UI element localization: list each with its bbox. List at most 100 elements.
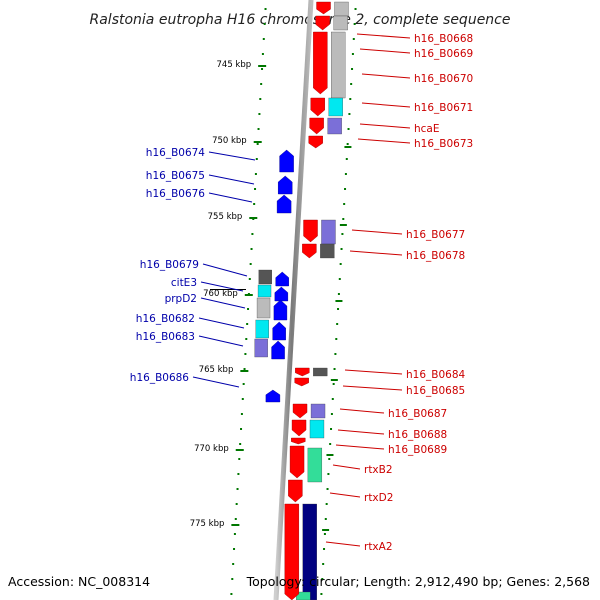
label-leader-line — [200, 281, 244, 292]
guide-dot — [352, 38, 355, 40]
scale-tick — [335, 300, 343, 302]
guide-dot — [354, 8, 357, 10]
gene-label-h16_b0669: h16_B0669 — [414, 48, 473, 60]
guide-dot — [322, 563, 325, 565]
reverse-gene-arrow — [274, 286, 289, 302]
guide-dot — [343, 203, 346, 205]
scale-ticks: 745 kbp 750 kbp 755 kbp 760 kbp 765 kbp 770 k… — [190, 60, 352, 531]
guide-dot — [338, 278, 341, 280]
guide-dot — [345, 158, 348, 160]
guide-dot — [344, 188, 347, 190]
scale-leader — [210, 289, 246, 290]
scale-label: 750 kbp — [212, 136, 247, 146]
guide-dot — [257, 128, 260, 130]
forward-gene-arrow — [315, 15, 330, 31]
forward-gene-arrow — [303, 219, 318, 243]
reverse-gene-arrow — [273, 299, 288, 321]
guide-dot — [249, 263, 252, 265]
guide-dot — [320, 593, 323, 595]
scale-label: 765 kbp — [199, 365, 234, 375]
gene-label-h16_b0677: h16_B0677 — [406, 229, 465, 241]
guide-dot — [353, 23, 356, 25]
label-leader-line — [357, 138, 411, 144]
gene-label-h16_b0685: h16_B0685 — [406, 385, 465, 397]
guide-dot — [331, 398, 334, 400]
cog-block — [331, 31, 346, 99]
forward-gene-arrow — [292, 403, 308, 419]
gene-label-rtxd2: rtxD2 — [364, 492, 393, 504]
guide-dot — [326, 488, 329, 490]
guide-dot — [344, 173, 347, 175]
guide-dot — [350, 83, 353, 85]
cog-block — [257, 284, 272, 298]
guide-dot — [263, 23, 266, 25]
gene-label-hcae: hcaE — [414, 123, 440, 135]
reverse-gene-arrow — [279, 149, 294, 173]
forward-gene-arrow — [288, 479, 303, 503]
gene-label-h16_b0682: h16_B0682 — [136, 313, 195, 325]
guide-dot — [347, 128, 350, 130]
guide-dot — [231, 578, 234, 580]
cog-block — [254, 338, 268, 358]
guide-dot — [330, 413, 333, 415]
guide-dot — [339, 263, 342, 265]
guide-dot — [233, 548, 236, 550]
scale-tick — [258, 65, 267, 67]
guide-dot — [351, 68, 354, 70]
outer-dotted-guides — [230, 8, 357, 595]
guide-dot — [329, 443, 332, 445]
guide-dot — [330, 428, 333, 430]
forward-gene-arrow — [316, 1, 331, 15]
guide-dot — [348, 113, 351, 115]
gene-label-h16_b0678: h16_B0678 — [406, 250, 465, 262]
label-leader-line — [325, 541, 361, 547]
guide-dot — [260, 83, 263, 85]
guide-dot — [332, 383, 335, 385]
label-leader-line — [335, 444, 385, 450]
guide-dot — [241, 398, 244, 400]
cog-block — [321, 219, 336, 245]
label-leader-line — [361, 73, 411, 79]
cog-block — [327, 117, 342, 135]
forward-gene-arrow — [302, 243, 317, 259]
cog-block — [320, 243, 335, 259]
label-leader-line — [332, 464, 361, 470]
label-leader-line — [198, 335, 244, 347]
reverse-gene-arrow — [276, 194, 292, 214]
label-leader-line — [356, 33, 411, 39]
guide-dot — [351, 53, 354, 55]
scale-tick — [253, 141, 262, 143]
gene-label-h16_b0668: h16_B0668 — [414, 33, 473, 45]
guide-dot — [251, 233, 254, 235]
label-leader-line — [342, 385, 403, 391]
guide-dot — [323, 548, 326, 550]
gene-label-h16_b0679: h16_B0679 — [140, 259, 199, 271]
gene-label-cite3: citE3 — [171, 277, 197, 289]
gene-label-h16_b0684: h16_B0684 — [406, 369, 466, 381]
guide-dot — [240, 413, 243, 415]
scale-label: 755 kbp — [208, 212, 243, 222]
guide-dot — [255, 158, 258, 160]
gene-label-h16_b0674: h16_B0674 — [146, 147, 206, 159]
gene-label-h16_b0673: h16_B0673 — [414, 138, 473, 150]
scale-label: 760 kbp — [203, 289, 238, 299]
guide-dot — [254, 173, 257, 175]
gene-label-h16_b0683: h16_B0683 — [136, 331, 195, 343]
guide-dot — [324, 518, 327, 520]
chromosome-backbone — [273, 0, 314, 600]
cog-block — [258, 269, 272, 285]
label-leader-line — [359, 123, 411, 129]
guide-dot — [254, 188, 257, 190]
gene-label-h16_b0675: h16_B0675 — [146, 170, 205, 182]
guide-dot — [248, 278, 251, 280]
label-leader-line — [337, 429, 385, 435]
label-leader-line — [198, 317, 245, 329]
guide-dot — [246, 323, 249, 325]
reverse-gene-arrow — [275, 271, 289, 287]
guide-dot — [342, 218, 345, 220]
label-leader-line — [202, 263, 248, 277]
scale-label: 770 kbp — [194, 444, 229, 454]
scale-tick — [322, 529, 330, 531]
reverse-gene-arrow — [271, 340, 285, 360]
cog-block — [256, 297, 271, 319]
